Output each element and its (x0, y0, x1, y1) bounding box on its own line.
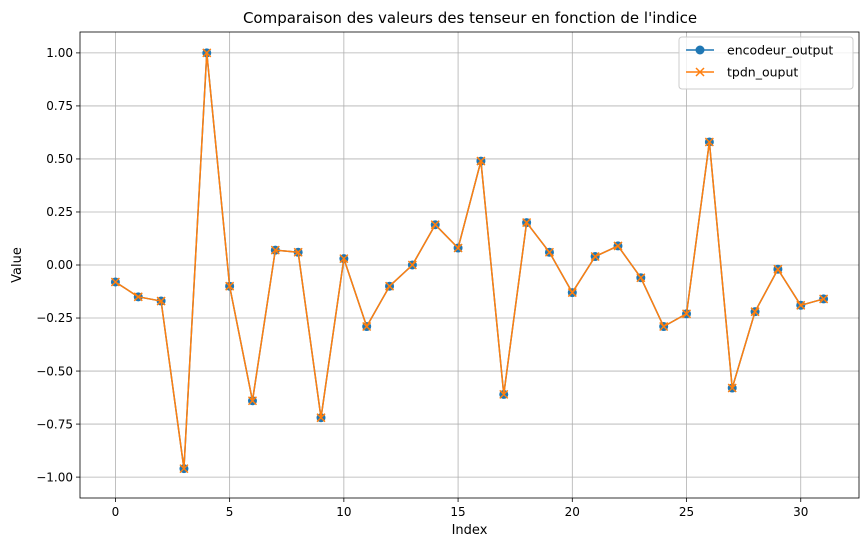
y-tick-label: −0.50 (36, 364, 73, 378)
x-tick-label: 25 (679, 505, 694, 519)
series-tpdn-ouput (110, 48, 829, 474)
data-point-tpdn-ouput (750, 307, 760, 317)
data-point-tpdn-ouput (270, 245, 280, 255)
data-point-tpdn-ouput (773, 264, 783, 274)
data-point-tpdn-ouput (681, 309, 692, 319)
data-point-tpdn-ouput (202, 48, 212, 58)
data-point-tpdn-ouput (704, 137, 714, 147)
data-point-tpdn-ouput (339, 254, 349, 264)
data-point-tpdn-ouput (636, 273, 646, 283)
y-tick-label: 0.75 (46, 99, 73, 113)
y-tick-label: 0.50 (46, 152, 73, 166)
series-layer (110, 48, 829, 474)
y-tick-label: −1.00 (36, 470, 73, 484)
data-point-tpdn-ouput (476, 156, 486, 166)
x-axis-label: Index (452, 523, 488, 538)
chart-title: Comparaison des valeurs des tenseur en f… (243, 9, 697, 27)
data-point-tpdn-ouput (613, 241, 623, 251)
legend-box (678, 36, 854, 90)
y-tick-label: −0.75 (36, 417, 73, 431)
y-tick-label: 0.25 (46, 205, 73, 219)
axis-ticks: 0 5 10 15 20 25 30 −1.00 −0.75 −0.50 −0.25 0.00 0.25… (36, 46, 808, 519)
series-line-tpdn-ouput (115, 52, 824, 470)
x-tick-label: 20 (565, 505, 580, 519)
x-tick-label: 30 (793, 505, 808, 519)
x-tick-label: 5 (226, 505, 234, 519)
y-tick-label: 0.00 (46, 258, 73, 272)
legend-label-encodeur-output: encodeur_output (727, 43, 833, 58)
y-axis-label: Value (10, 247, 25, 283)
legend-marker-circle (695, 45, 705, 55)
data-point-tpdn-ouput (453, 243, 463, 253)
data-point-tpdn-ouput (247, 396, 258, 406)
data-point-tpdn-ouput (156, 296, 166, 306)
data-point-tpdn-ouput (796, 300, 806, 310)
data-point-tpdn-ouput (362, 321, 372, 332)
legend-label-tpdn-ouput: tpdn_ouput (727, 65, 798, 80)
data-point-tpdn-ouput (110, 277, 120, 287)
data-point-tpdn-ouput (659, 321, 669, 332)
data-point-tpdn-ouput (499, 389, 509, 399)
data-point-tpdn-ouput (567, 288, 577, 298)
data-point-tpdn-ouput (522, 218, 532, 228)
data-point-tpdn-ouput (727, 383, 737, 393)
data-point-tpdn-ouput (316, 413, 326, 423)
data-point-tpdn-ouput (293, 247, 303, 257)
data-point-tpdn-ouput (225, 281, 235, 291)
legend: encodeur_output tpdn_ouput (678, 36, 854, 90)
data-point-tpdn-ouput (430, 220, 440, 230)
x-tick-label: 0 (112, 505, 120, 519)
data-point-tpdn-ouput (407, 260, 417, 270)
data-point-tpdn-ouput (590, 251, 600, 262)
data-point-tpdn-ouput (819, 294, 829, 304)
data-point-tpdn-ouput (385, 281, 395, 291)
x-tick-label: 15 (450, 505, 465, 519)
data-point-tpdn-ouput (179, 464, 189, 474)
data-point-tpdn-ouput (544, 247, 554, 257)
data-point-tpdn-ouput (133, 292, 143, 302)
y-tick-label: 1.00 (46, 46, 73, 60)
plot-frame (79, 31, 860, 499)
x-tick-label: 10 (336, 505, 351, 519)
legend-marker-x (695, 67, 705, 77)
y-tick-label: −0.25 (36, 311, 73, 325)
